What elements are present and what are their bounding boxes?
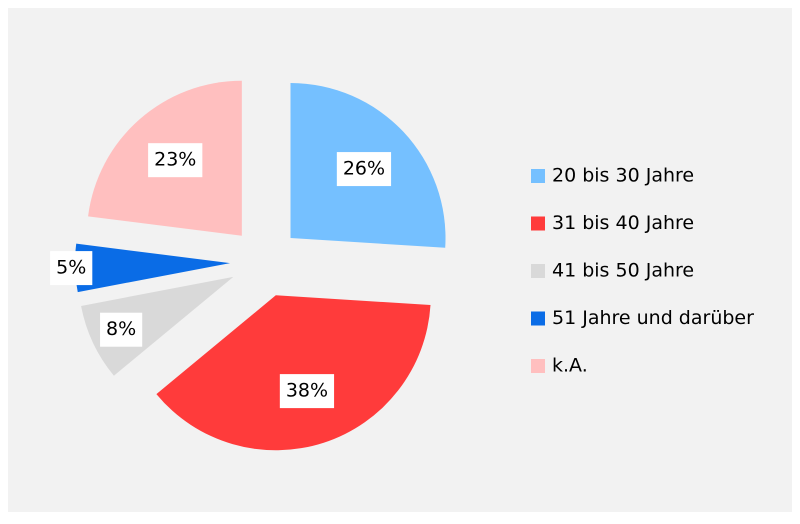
legend-swatch — [531, 359, 545, 373]
pie-slice — [75, 243, 231, 293]
data-label: 8% — [100, 312, 143, 347]
data-label-box — [336, 152, 392, 187]
data-label-text: 26% — [343, 158, 385, 180]
legend-swatch — [531, 169, 545, 183]
data-label-box — [279, 374, 335, 409]
data-label-text: 38% — [286, 380, 328, 402]
legend-label: 31 bis 40 Jahre — [552, 212, 694, 234]
legend-swatch — [531, 311, 545, 326]
data-label: 38% — [279, 374, 335, 409]
data-label: 23% — [148, 143, 203, 178]
legend-label: k.A. — [552, 355, 588, 377]
legend-label: 20 bis 30 Jahre — [552, 165, 694, 187]
data-label-text: 23% — [154, 149, 196, 171]
data-label-box — [100, 312, 143, 347]
data-label-box — [148, 143, 203, 178]
data-label-text: 8% — [106, 318, 136, 340]
legend-swatch — [531, 264, 545, 278]
legend-label: 51 Jahre und darüber — [552, 307, 754, 329]
legend-label: 41 bis 50 Jahre — [552, 260, 694, 282]
pie-slice — [156, 295, 431, 451]
data-label-text: 5% — [56, 257, 86, 279]
data-label: 26% — [336, 152, 392, 187]
legend-swatch — [531, 216, 545, 231]
data-label: 5% — [50, 251, 93, 286]
data-label-box — [50, 251, 93, 286]
pie-slice — [81, 276, 234, 376]
